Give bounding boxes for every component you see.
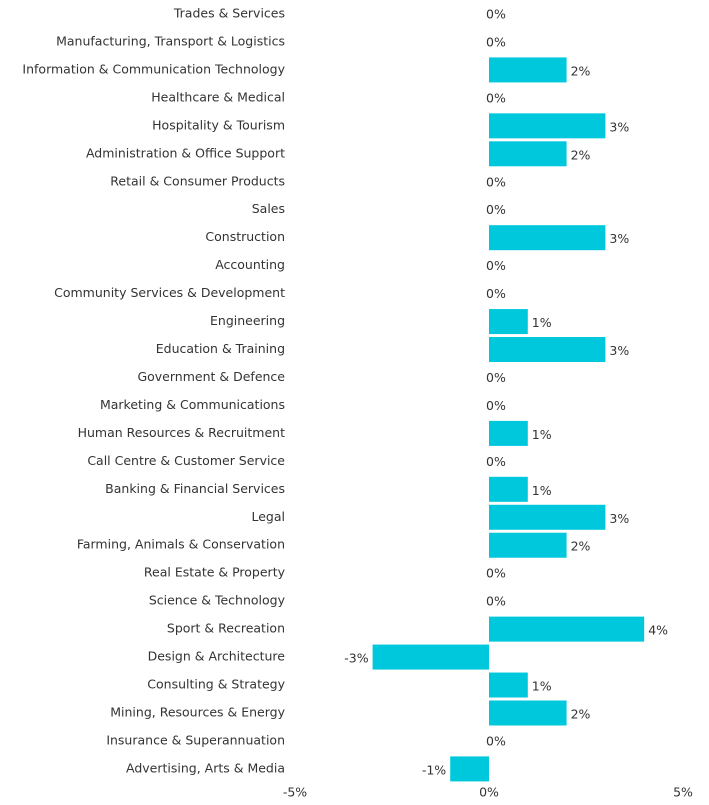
value-label: 0% xyxy=(486,733,506,748)
category-label: Healthcare & Medical xyxy=(151,89,285,104)
category-label: Banking & Financial Services xyxy=(105,481,285,496)
value-label: 0% xyxy=(486,398,506,413)
value-label: 1% xyxy=(532,427,552,442)
category-label: Engineering xyxy=(210,313,285,328)
bar xyxy=(372,644,489,670)
value-label: 3% xyxy=(609,119,629,134)
value-label: 1% xyxy=(532,679,552,694)
value-label: 2% xyxy=(571,539,591,554)
category-label: Real Estate & Property xyxy=(144,565,286,580)
category-label: Farming, Animals & Conservation xyxy=(77,537,285,552)
bar xyxy=(489,57,567,83)
category-label: Marketing & Communications xyxy=(100,397,285,412)
bar xyxy=(489,337,606,363)
value-label: 0% xyxy=(486,454,506,469)
category-label: Administration & Office Support xyxy=(86,145,285,160)
bar xyxy=(489,672,528,698)
bar xyxy=(489,225,606,251)
category-label: Community Services & Development xyxy=(54,285,285,300)
category-label: Human Resources & Recruitment xyxy=(78,425,285,440)
x-tick-label: 0% xyxy=(479,785,499,800)
value-label: 0% xyxy=(486,90,506,105)
value-label: -1% xyxy=(422,762,446,777)
bar xyxy=(489,532,567,558)
value-label: 1% xyxy=(532,483,552,498)
value-label: 0% xyxy=(486,7,506,22)
value-label: 2% xyxy=(571,63,591,78)
category-label: Sport & Recreation xyxy=(167,621,285,636)
bar xyxy=(450,756,489,782)
x-tick-label: -5% xyxy=(283,785,307,800)
value-label: 3% xyxy=(609,231,629,246)
category-label: Insurance & Superannuation xyxy=(106,732,285,747)
value-label: 0% xyxy=(486,174,506,189)
category-label: Legal xyxy=(251,509,285,524)
category-label: Manufacturing, Transport & Logistics xyxy=(56,33,285,48)
bar xyxy=(489,616,645,642)
x-tick-label: 5% xyxy=(673,785,693,800)
bar xyxy=(489,309,528,335)
category-label: Government & Defence xyxy=(137,369,285,384)
bar xyxy=(489,700,567,726)
value-label: 0% xyxy=(486,34,506,49)
category-label: Information & Communication Technology xyxy=(22,61,285,76)
value-label: 0% xyxy=(486,258,506,273)
value-label: 2% xyxy=(571,147,591,162)
value-label: 3% xyxy=(609,343,629,358)
bar xyxy=(489,113,606,139)
value-label: 0% xyxy=(486,370,506,385)
category-label: Mining, Resources & Energy xyxy=(110,705,285,720)
category-label: Retail & Consumer Products xyxy=(110,173,285,188)
value-label: 0% xyxy=(486,566,506,581)
value-label: 3% xyxy=(609,511,629,526)
value-label: 4% xyxy=(648,623,668,638)
category-label: Advertising, Arts & Media xyxy=(126,760,285,775)
category-label: Hospitality & Tourism xyxy=(152,117,285,132)
category-label: Trades & Services xyxy=(173,6,285,21)
value-label: 2% xyxy=(571,707,591,722)
category-label: Accounting xyxy=(215,257,285,272)
value-label: 0% xyxy=(486,286,506,301)
value-label: 1% xyxy=(532,315,552,330)
category-label: Consulting & Strategy xyxy=(147,677,285,692)
bar xyxy=(489,504,606,530)
value-label: 0% xyxy=(486,202,506,217)
value-label: -3% xyxy=(344,651,368,666)
value-label: 0% xyxy=(486,594,506,609)
category-label: Design & Architecture xyxy=(148,649,286,664)
category-label: Construction xyxy=(205,229,285,244)
category-label: Education & Training xyxy=(156,341,285,356)
category-label: Science & Technology xyxy=(149,593,286,608)
bar xyxy=(489,141,567,167)
category-label: Call Centre & Customer Service xyxy=(87,453,285,468)
bar xyxy=(489,420,528,446)
category-label: Sales xyxy=(252,201,285,216)
bar xyxy=(489,476,528,502)
